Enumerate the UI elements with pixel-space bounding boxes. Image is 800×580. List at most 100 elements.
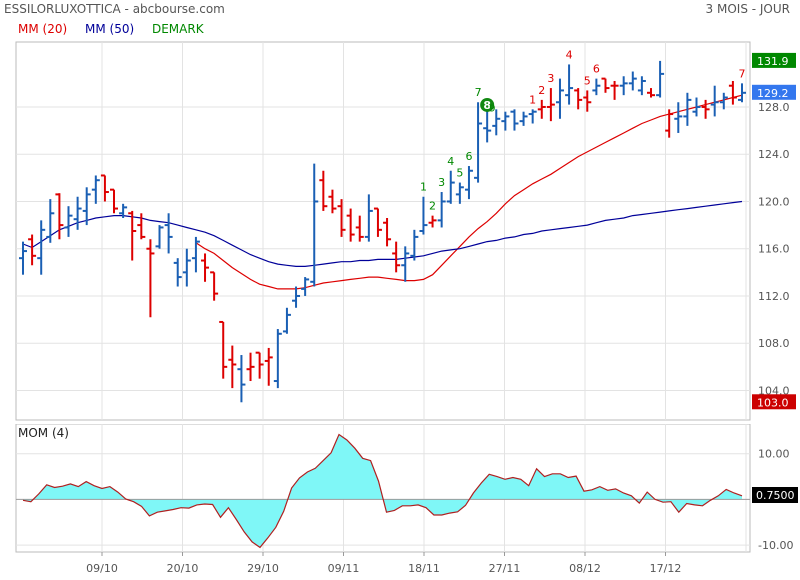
demark-count: 9 [489,103,495,114]
ohlc-bar [191,236,200,273]
x-tick-label: 27/11 [489,562,521,575]
ohlc-bar [501,111,510,131]
mom-y-tick-label: 10.00 [758,448,790,461]
price-tag-label: 131.9 [757,55,789,68]
ohlc-bar [364,194,373,242]
ohlc-bar [410,229,419,261]
ohlc-bar [228,345,237,389]
demark-count: 2 [429,200,436,213]
period-label: 3 MOIS - JOUR [705,2,790,16]
ohlc-bar [565,64,574,105]
price-plot-area [15,41,751,421]
demark-count: 6 [465,150,472,163]
legend-mm20: MM (20) [18,22,68,36]
ohlc-bar [173,258,182,287]
ohlc-bar [110,188,119,214]
ohlc-bar [100,174,109,202]
ohlc-bar [583,90,592,112]
demark-count: 7 [475,86,482,99]
ohlc-bar [710,85,719,117]
ohlc-bar [128,210,137,261]
demark-count: 5 [456,167,463,180]
mom-current-tag-label: 0.7500 [756,489,795,502]
ohlc-bar [610,80,619,100]
ohlc-bar [537,99,546,119]
x-tick-label: 09/10 [86,562,118,575]
ohlc-bar [319,170,328,211]
price-y-tick-label: 124.0 [758,148,790,161]
price-tag-label: 129.2 [757,87,789,100]
demark-count: 7 [739,67,746,80]
demark-count: 1 [420,181,427,194]
ohlc-bar [419,196,428,235]
ohlc-bar [273,329,282,389]
ohlc-bar [692,97,701,117]
mom-area [23,434,742,548]
ohlc-bar [246,352,255,382]
ohlc-bar [601,77,610,93]
ohlc-bar [264,347,273,386]
ohlc-bar [255,351,264,379]
legend-demark: DEMARK [151,22,204,36]
demark-count: 4 [447,155,454,168]
ohlc-bar [738,83,746,103]
series-mm-50- [22,200,743,267]
ohlc-bar [28,234,37,266]
price-tag [752,52,796,68]
ohlc-bar [674,102,683,133]
price-y-tick-label: 104.0 [758,384,790,397]
x-tick-label: 17/12 [650,562,682,575]
ohlc-bar [310,163,319,287]
ohlc-bar [492,109,501,136]
ohlc-bar [201,253,210,282]
momentum-chart: 10.00 -10.00 0.7500 09/10 20/10 29/10 09/11 18/… [15,424,798,575]
price-y-tick-label: 128.0 [758,101,790,114]
ohlc-bar [91,175,100,204]
price-chart: 104.0 108.0 112.0 116.0 120.0 124.0 128.0 131.9… [15,41,796,421]
mom-indicator-label: MOM (4) [18,426,69,440]
demark-count: 1 [529,93,536,106]
ohlc-bar [546,88,555,122]
ohlc-bar [64,206,73,237]
ohlc-bar [182,248,191,287]
ohlc-bar [428,215,437,228]
ohlc-bar [683,92,692,126]
price-y-tick-label: 112.0 [758,290,790,303]
ohlc-bar [528,109,537,124]
ohlc-bar [464,166,473,200]
ohlc-bar [137,213,146,240]
ohlc-bar [392,241,401,273]
ohlc-bar [555,78,564,119]
ohlc-bar [237,355,246,403]
ohlc-bar [719,92,728,110]
x-tick-label: 09/11 [328,562,360,575]
ohlc-bar [383,218,392,247]
ohlc-bar [637,76,646,96]
ohlc-bar [282,307,291,334]
ohlc-bar [301,277,310,296]
ohlc-bar [82,187,91,226]
ohlc-bar [155,225,164,249]
series-mm-20- [195,94,743,290]
mom-y-tick-label: -10.00 [758,539,793,552]
demark-count: 2 [538,84,545,97]
ohlc-bar [373,207,382,237]
ohlc-bar [73,196,82,230]
ohlc-bar [574,88,583,110]
ohlc-bar [355,215,364,242]
ohlc-bar [446,170,455,204]
ohlc-bar [483,106,492,143]
mom-line [22,433,743,549]
ohlc-bar [219,320,228,379]
legend-mm50: MM (50) [84,22,135,36]
demark-count: 3 [547,72,554,85]
price-tag [752,394,796,410]
ohlc-bar [510,109,519,131]
ohlc-bar [619,76,628,96]
mom-current-tag [752,487,798,503]
demark-circle [480,97,495,112]
ohlc-bar [474,102,483,183]
ohlc-bar [328,189,337,214]
chart-legend: MM (20) MM (50) DEMARK [18,22,218,36]
ohlc-bar [119,203,128,219]
